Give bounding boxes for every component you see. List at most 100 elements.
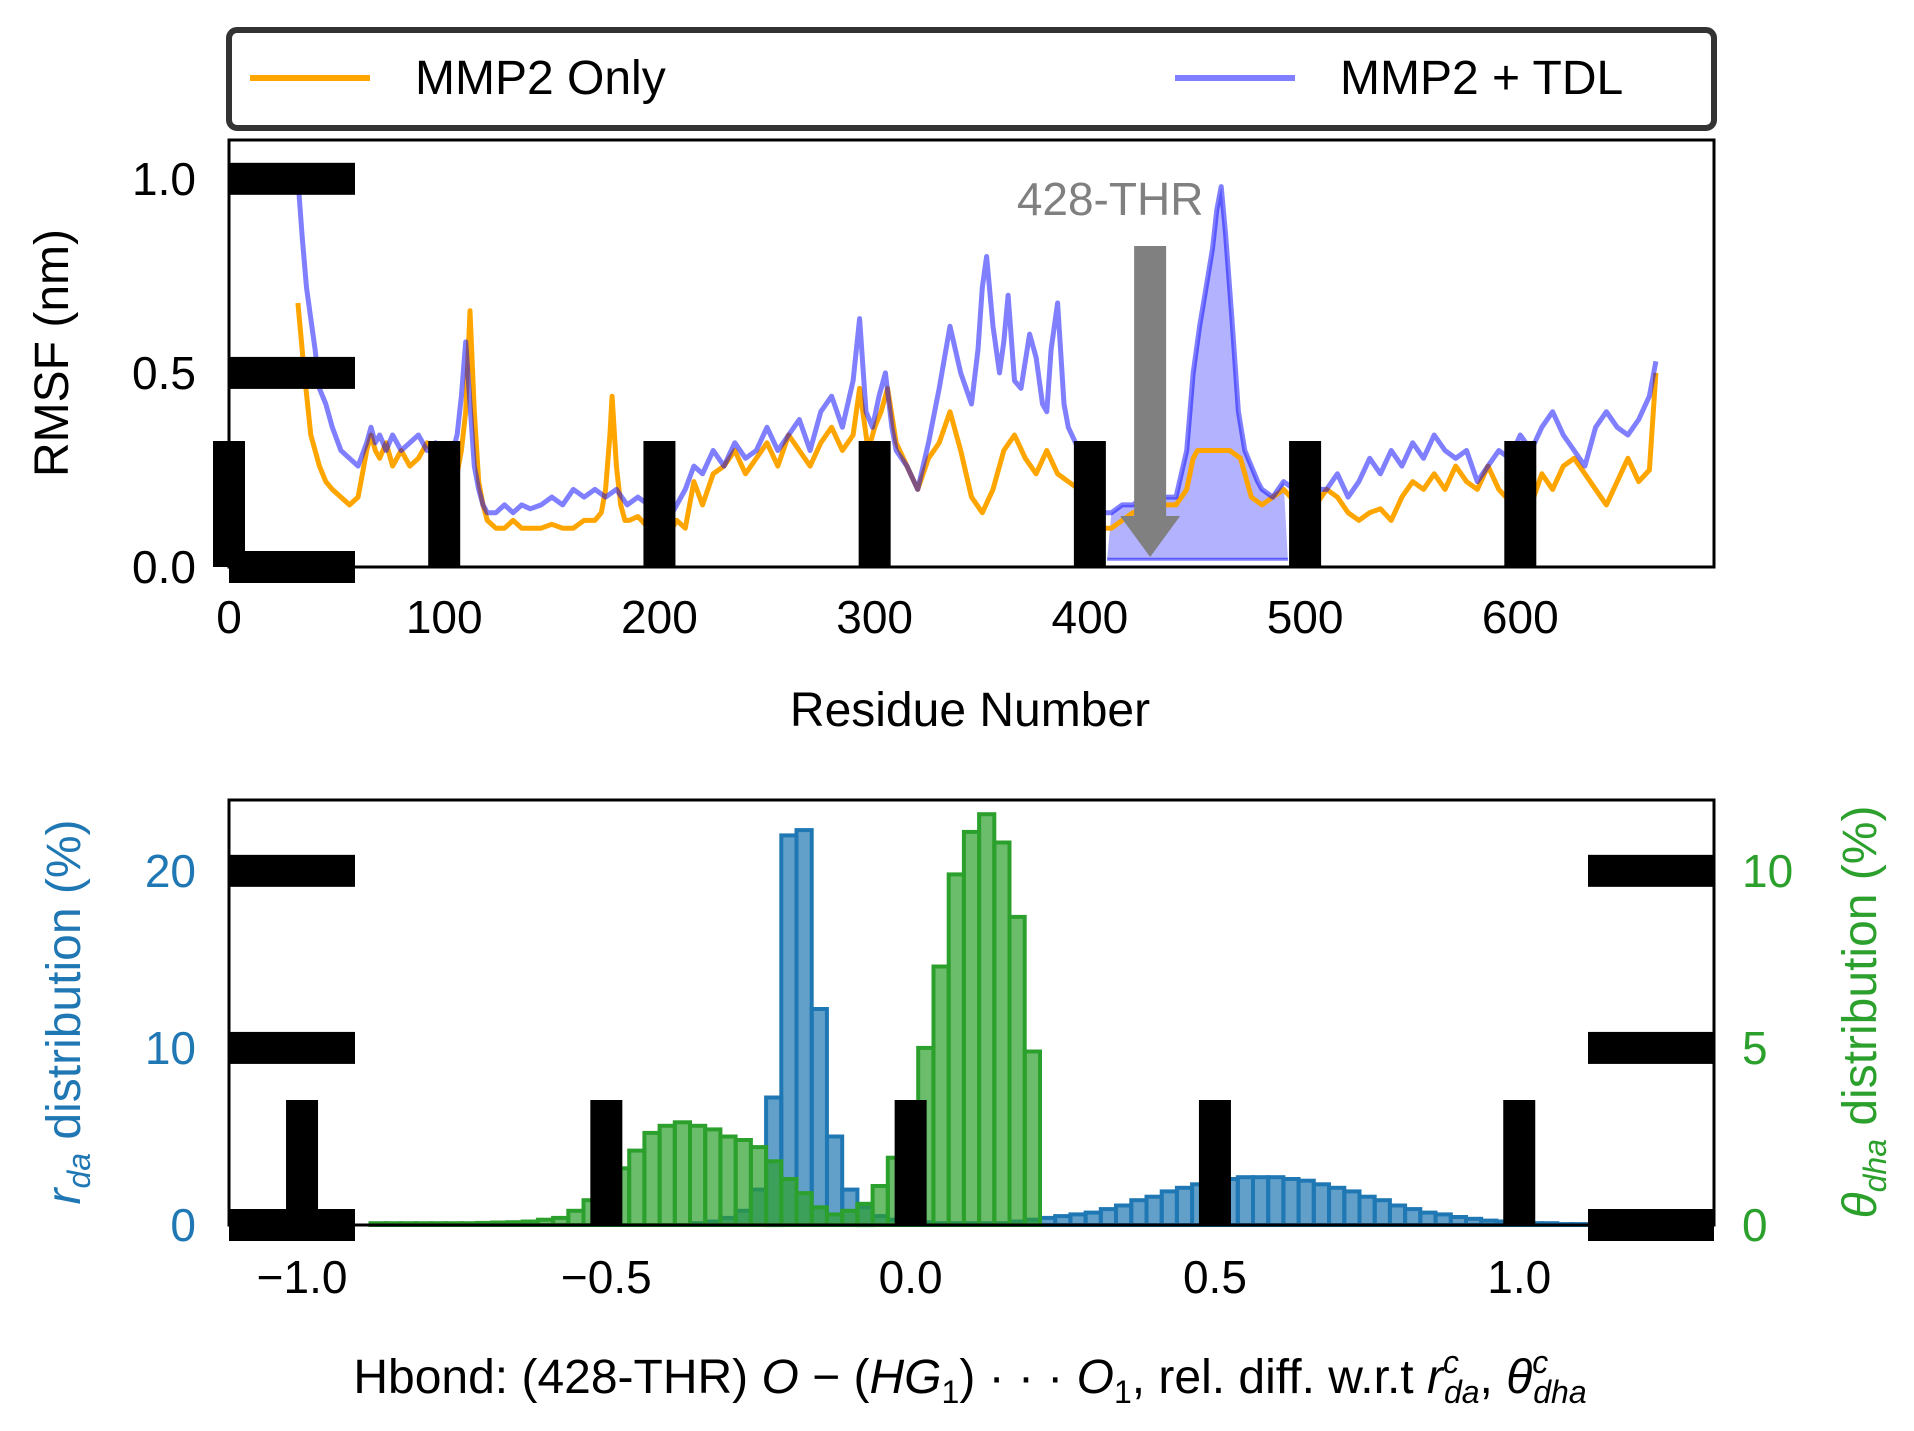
hbond-histograms	[368, 812, 1590, 1228]
r-da-bar	[1266, 1175, 1286, 1227]
left-y-tick-label: 0	[170, 1199, 196, 1251]
r-da-bar	[1251, 1175, 1271, 1227]
theta-dha-bar	[657, 1123, 677, 1228]
r-da-bar	[1311, 1182, 1332, 1228]
theta-dha-bar	[870, 1184, 890, 1227]
r-da-bar	[1114, 1203, 1134, 1227]
theta-dha-bar	[733, 1138, 753, 1227]
x-tick-mark	[1289, 441, 1322, 567]
y-tick-label: 0.0	[132, 541, 196, 593]
theta-dha-bar	[718, 1134, 738, 1227]
x-tick-label: 1.0	[1487, 1251, 1551, 1303]
annotation-label: 428-THR	[1017, 173, 1204, 225]
r-da-bar	[1098, 1207, 1119, 1227]
right-y-tick-mark	[1588, 854, 1714, 887]
x-tick-mark	[428, 441, 461, 567]
theta-dha-bar	[825, 1212, 845, 1228]
left-y-tick-label: 20	[145, 845, 196, 897]
r-da-bar	[1342, 1189, 1362, 1228]
rmsf-panel: 428-THR 0 100 200 300 400 500 600 0.0 0.5 1.0 Res…	[26, 138, 1716, 737]
theta-dha-bar	[779, 1177, 799, 1227]
rmsf-ticks: 0 100 200 300 400 500 600 0.0 0.5 1.0	[132, 153, 1559, 643]
right-y-tick-label: 5	[1742, 1022, 1768, 1074]
r-da-bar	[794, 828, 814, 1227]
rmsf-line-mmp2-tdl	[295, 178, 1659, 523]
theta-dha-bar	[992, 840, 1012, 1227]
annotation-arrow-head	[1120, 516, 1181, 557]
x-tick-mark	[1073, 441, 1106, 567]
r-da-bar	[1357, 1194, 1377, 1227]
x-tick-label: 100	[406, 591, 483, 643]
r-da-bar	[1418, 1210, 1438, 1227]
r-da-bar	[1327, 1185, 1347, 1228]
r-da-bar	[1235, 1175, 1256, 1227]
x-tick-label: 200	[621, 591, 698, 643]
x-tick-mark	[590, 1100, 623, 1225]
x-tick-label: −0.5	[561, 1251, 652, 1303]
left-y-axis-label: rda distribution (%)	[38, 819, 97, 1204]
r-da-bar	[1174, 1185, 1195, 1228]
r-da-bar	[1296, 1178, 1316, 1227]
x-tick-label: 400	[1051, 591, 1128, 643]
x-tick-label: 0.5	[1183, 1251, 1247, 1303]
r-da-bar	[1159, 1189, 1179, 1228]
legend-label-mmp2-only: MMP2 Only	[415, 52, 666, 105]
theta-dha-bar	[855, 1201, 875, 1228]
x-tick-mark	[1198, 1100, 1231, 1225]
left-y-tick-mark	[229, 854, 355, 887]
legend-frame	[226, 27, 1717, 131]
x-tick-mark	[643, 441, 676, 567]
left-y-tick-mark	[229, 1031, 355, 1064]
theta-dha-bar	[931, 964, 951, 1227]
r-da-bar	[779, 833, 799, 1228]
x-tick-mark	[286, 1100, 319, 1225]
y-tick-mark	[229, 162, 355, 195]
right-y-tick-label: 10	[1742, 845, 1793, 897]
x-tick-mark	[894, 1100, 927, 1225]
right-y-axis-label: θdha distribution (%)	[1834, 806, 1893, 1219]
left-y-tick-label: 10	[145, 1022, 196, 1074]
theta-dha-bar	[642, 1130, 662, 1228]
r-da-bar	[1129, 1198, 1149, 1227]
theta-dha-bar	[946, 872, 966, 1228]
theta-dha-bar	[672, 1120, 692, 1228]
right-y-tick-mark	[1588, 1031, 1714, 1064]
y-tick-label: 0.5	[132, 347, 196, 399]
rmsf-plot-frame	[227, 138, 1716, 569]
r-da-bar	[1068, 1212, 1088, 1228]
x-tick-label: 600	[1482, 591, 1559, 643]
theta-dha-bar	[961, 829, 982, 1228]
r-da-bar	[1281, 1177, 1301, 1227]
x-tick-mark	[1503, 1100, 1536, 1225]
y-axis-label: RMSF (nm)	[26, 229, 79, 477]
r-da-bar	[825, 1134, 845, 1227]
theta-dha-bar	[627, 1148, 647, 1227]
r-da-bar	[1387, 1203, 1408, 1227]
theta-dha-bar	[566, 1208, 586, 1228]
theta-dha-bar	[688, 1123, 708, 1228]
r-da-bar	[1433, 1212, 1453, 1228]
hbond-panel: −1.0 −0.5 0.0 0.5 1.0 0 10 20 0 5 10 rda distribut…	[38, 798, 1893, 1410]
right-y-tick-label: 0	[1742, 1199, 1768, 1251]
x-tick-mark	[1504, 441, 1537, 567]
annotation: 428-THR	[1017, 173, 1204, 557]
r-da-bar	[1083, 1210, 1103, 1227]
theta-dha-bar	[840, 1208, 860, 1228]
theta-dha-bar	[809, 1205, 829, 1228]
hbond-x-axis-label: Hbond: (428-THR) O − (HG1) · · · O1, rel…	[353, 1344, 1586, 1410]
x-tick-label: −1.0	[257, 1251, 348, 1303]
y-tick-mark	[229, 356, 355, 389]
theta-dha-bar	[703, 1127, 723, 1228]
x-tick-mark	[858, 441, 891, 567]
r-da-bar	[809, 1007, 829, 1227]
rmsf-lines	[295, 178, 1659, 539]
theta-dha-bar	[1022, 1049, 1043, 1227]
x-tick-label: 0.0	[879, 1251, 943, 1303]
rmsf-line-mmp2-only	[295, 302, 1659, 539]
legend-label-mmp2-tdl: MMP2 + TDL	[1340, 52, 1623, 105]
r-da-bar	[1144, 1194, 1164, 1227]
x-axis-label: Residue Number	[790, 684, 1150, 737]
r-da-bar	[1403, 1207, 1423, 1227]
r-da-bar	[1372, 1198, 1392, 1227]
